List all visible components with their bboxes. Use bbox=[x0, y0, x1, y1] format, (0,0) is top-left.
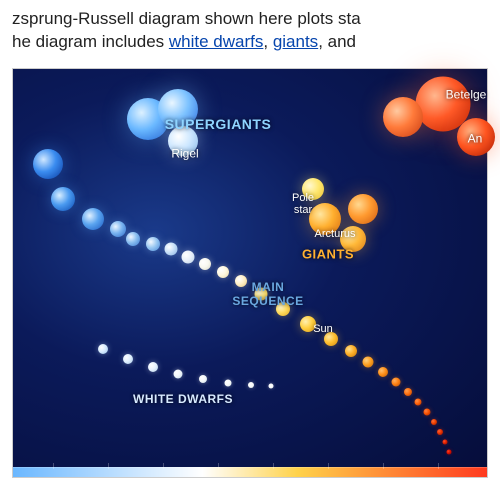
star bbox=[404, 388, 412, 396]
star bbox=[415, 398, 422, 405]
sep2: , and bbox=[318, 32, 356, 51]
star bbox=[248, 382, 254, 388]
sep1: , bbox=[263, 32, 272, 51]
star-label: Arcturus bbox=[315, 228, 356, 240]
star-label: An bbox=[468, 132, 483, 145]
star bbox=[383, 97, 423, 137]
star bbox=[148, 362, 158, 372]
star bbox=[348, 194, 378, 224]
star bbox=[146, 237, 160, 251]
axis-tick bbox=[53, 463, 54, 469]
star-label: Sun bbox=[313, 323, 333, 335]
intro-text: zsprung-Russell diagram shown here plots… bbox=[0, 0, 500, 62]
star bbox=[225, 379, 232, 386]
star bbox=[98, 344, 108, 354]
star bbox=[165, 242, 178, 255]
star bbox=[82, 208, 104, 230]
star bbox=[345, 345, 357, 357]
star-label: Pole star bbox=[292, 192, 314, 216]
category-label: WHITE DWARFS bbox=[133, 392, 233, 406]
axis-tick bbox=[108, 463, 109, 469]
axis-tick bbox=[383, 463, 384, 469]
axis-tick bbox=[273, 463, 274, 469]
star bbox=[437, 429, 443, 435]
link-giants[interactable]: giants bbox=[273, 32, 318, 51]
star bbox=[269, 383, 274, 388]
star bbox=[123, 354, 133, 364]
star bbox=[33, 149, 63, 179]
star bbox=[443, 439, 448, 444]
star bbox=[447, 449, 452, 454]
star bbox=[392, 377, 401, 386]
star bbox=[363, 356, 374, 367]
category-label: GIANTS bbox=[302, 246, 354, 261]
star bbox=[378, 367, 388, 377]
star bbox=[424, 408, 431, 415]
category-label: MAIN SEQUENCE bbox=[232, 280, 303, 308]
category-label: SUPERGIANTS bbox=[165, 116, 272, 132]
star bbox=[126, 232, 140, 246]
star bbox=[431, 419, 437, 425]
star bbox=[51, 187, 75, 211]
temperature-axis bbox=[13, 467, 487, 477]
link-white-dwarfs[interactable]: white dwarfs bbox=[169, 32, 263, 51]
star bbox=[110, 221, 126, 237]
axis-tick bbox=[163, 463, 164, 469]
star-label: Rigel bbox=[171, 147, 198, 160]
star bbox=[199, 375, 207, 383]
star bbox=[217, 266, 229, 278]
star bbox=[182, 250, 195, 263]
axis-tick bbox=[328, 463, 329, 469]
star bbox=[174, 369, 183, 378]
line2-pre: he diagram includes bbox=[12, 32, 169, 51]
line1: zsprung-Russell diagram shown here plots… bbox=[12, 9, 361, 28]
axis-tick bbox=[438, 463, 439, 469]
hr-diagram: SUPERGIANTS GIANTS MAIN SEQUENCE WHITE DWAR… bbox=[12, 68, 488, 478]
star-label: Betelge bbox=[446, 88, 487, 101]
axis-tick bbox=[218, 463, 219, 469]
star bbox=[199, 258, 211, 270]
